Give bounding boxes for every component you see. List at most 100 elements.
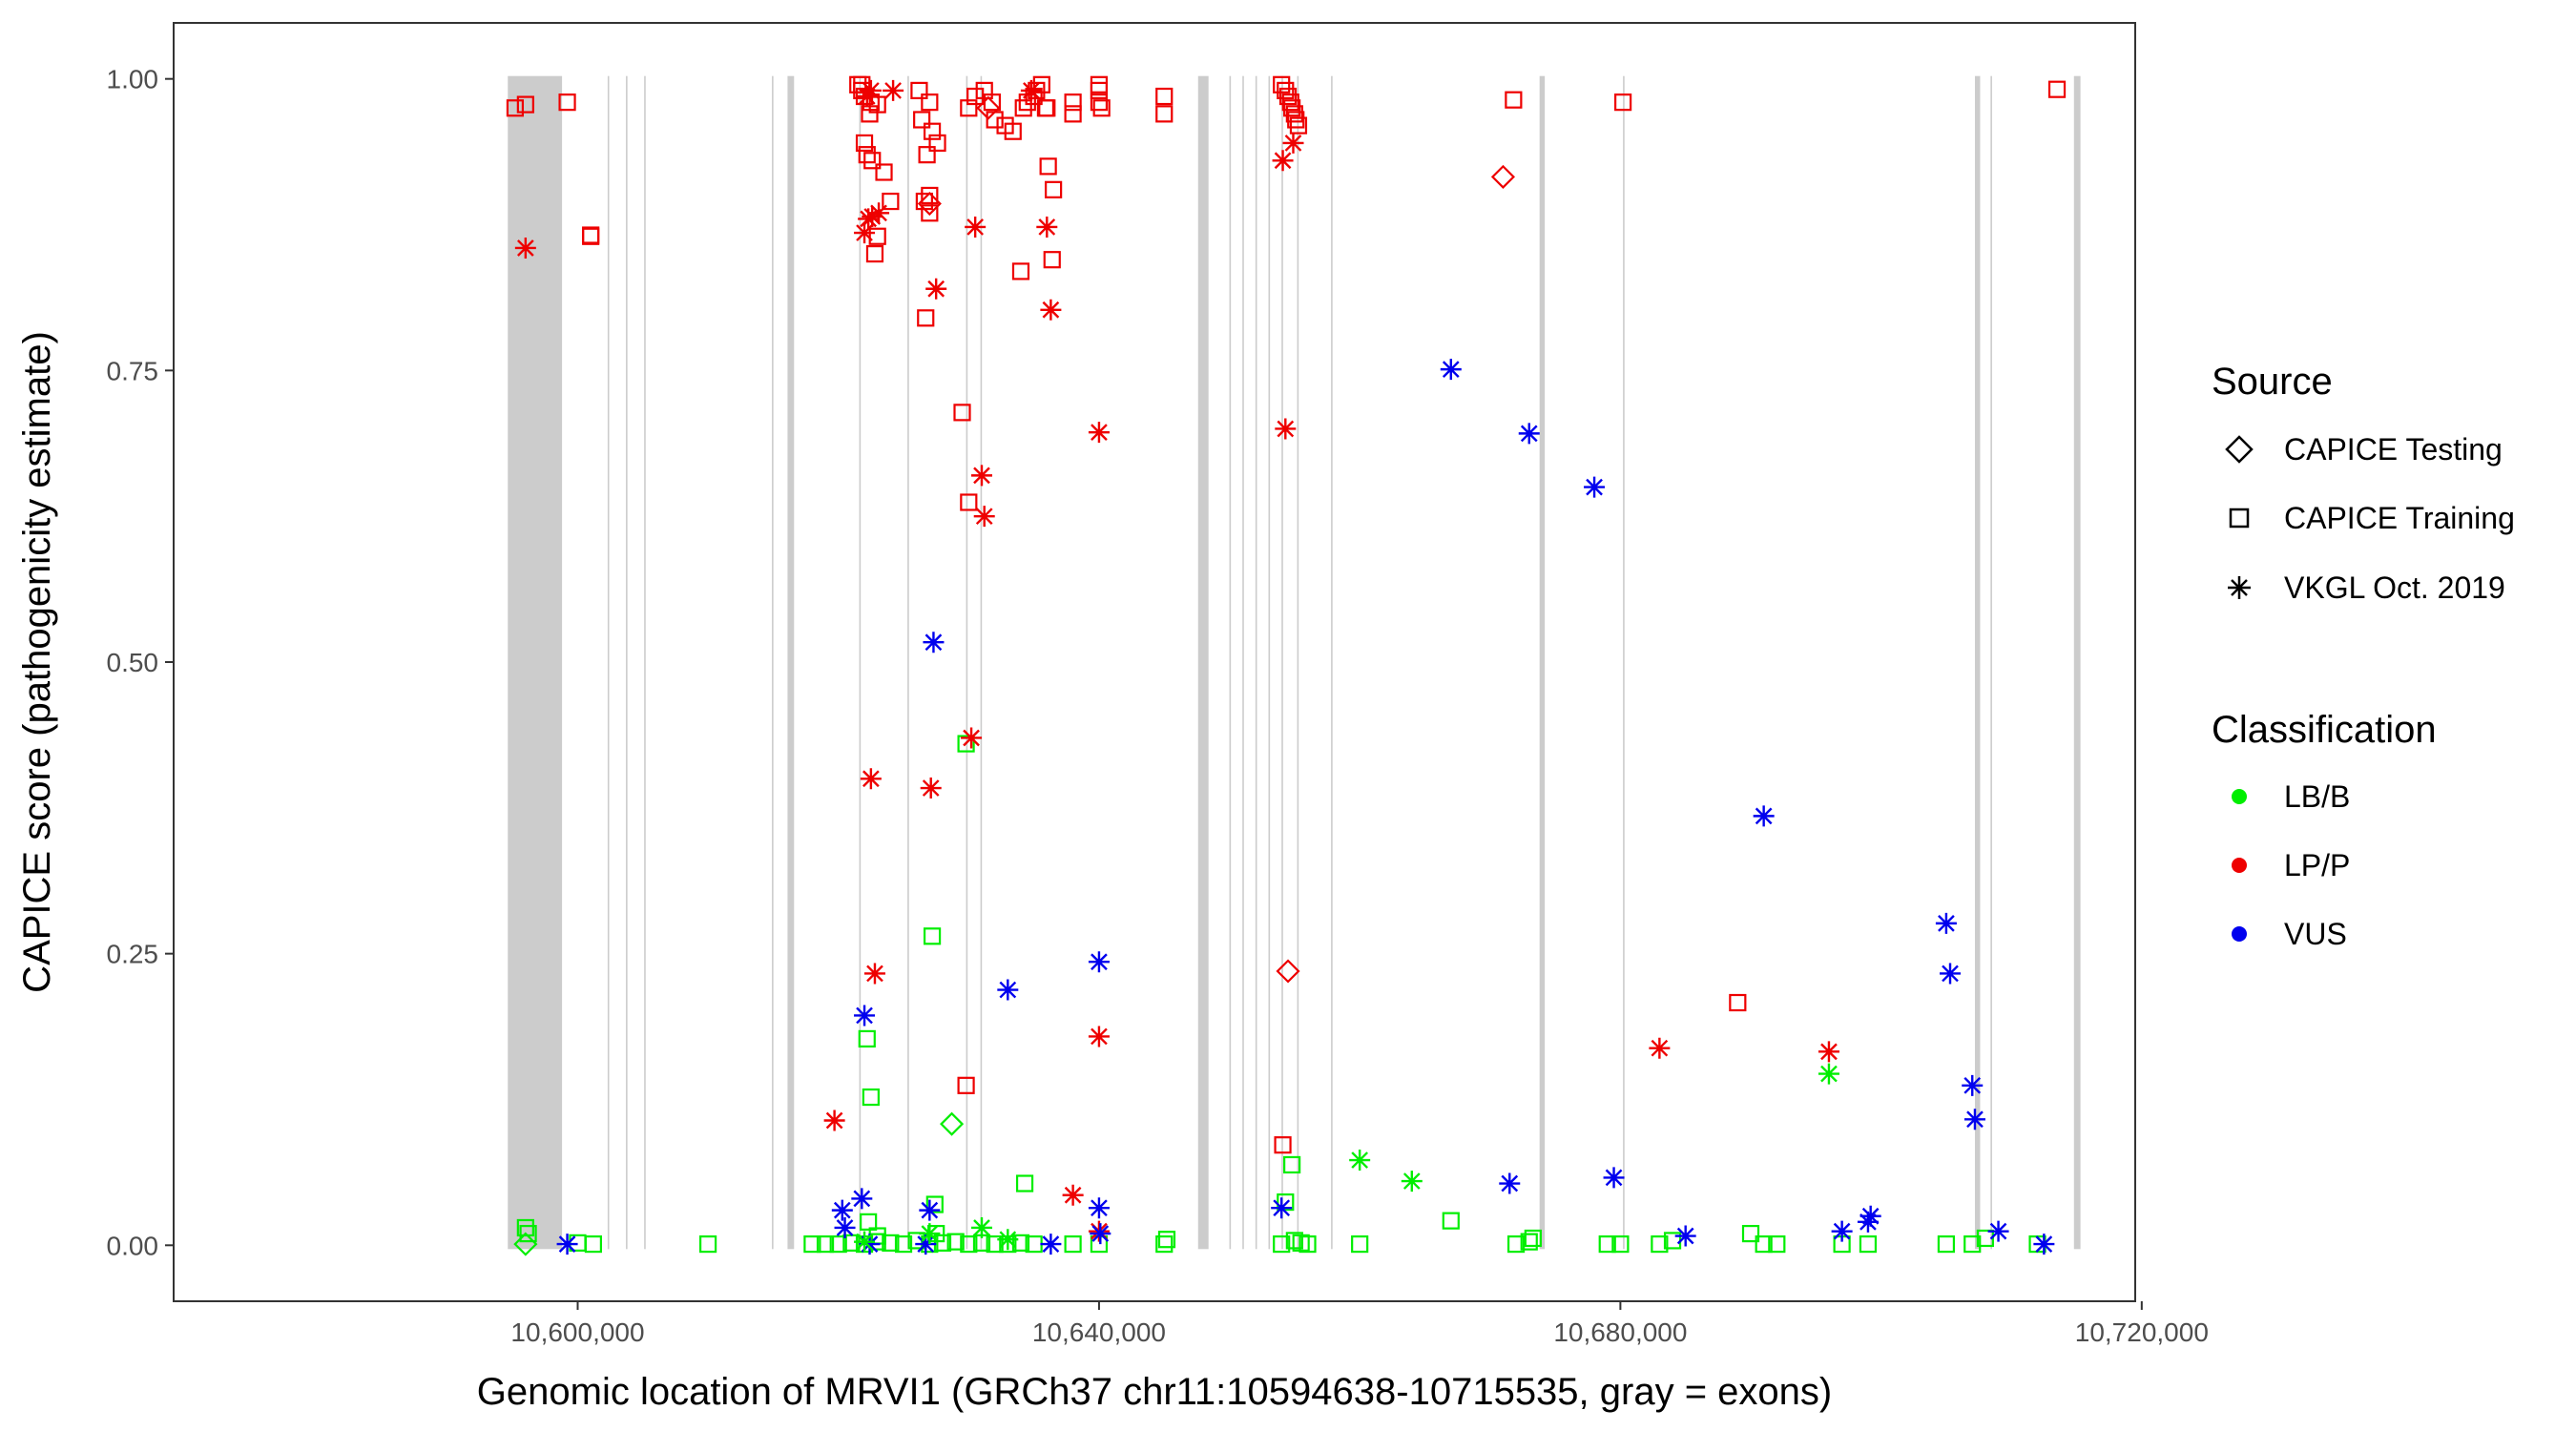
data-point-square: [1155, 1234, 1174, 1254]
data-point-square: [1064, 105, 1082, 123]
data-point-asterisk: [1020, 79, 1042, 101]
data-point-asterisk: [1275, 418, 1297, 440]
data-point-square: [957, 1076, 975, 1094]
data-point-asterisk: [854, 1231, 876, 1253]
data-point-asterisk: [862, 205, 883, 227]
data-point-square: [1283, 1155, 1301, 1174]
data-point-square: [1285, 1232, 1303, 1250]
data-point-square: [516, 95, 534, 114]
data-point-square: [946, 1233, 965, 1251]
data-point-asterisk: [823, 1110, 845, 1131]
data-point-square: [1278, 87, 1298, 106]
x-tick-label: 10,720,000: [2075, 1317, 2209, 1347]
data-point-asterisk: [860, 768, 882, 790]
data-point-square: [1273, 1234, 1291, 1254]
exon-band: [626, 75, 628, 1250]
data-point-asterisk: [834, 1216, 856, 1238]
data-point-diamond: [513, 1232, 538, 1256]
data-point-square: [1043, 251, 1061, 269]
y-tick-label: 0.25: [107, 940, 159, 969]
data-point-square: [966, 87, 985, 106]
data-point-square: [1729, 993, 1747, 1012]
y-tick-label: 0.75: [107, 356, 159, 385]
data-point-square: [960, 493, 978, 511]
legend-classification-title: Classification: [2212, 709, 2437, 751]
data-point-asterisk: [831, 1199, 853, 1221]
data-point-asterisk: [1499, 1172, 1521, 1194]
data-point-asterisk: [1935, 912, 1957, 934]
data-point-asterisk: [1040, 299, 1062, 321]
data-point-square: [953, 404, 971, 422]
data-point-square: [957, 735, 975, 753]
data-point-asterisk: [1962, 1074, 1984, 1096]
exon-band: [508, 75, 563, 1250]
data-point-asterisk: [997, 1229, 1019, 1251]
data-point-asterisk: [860, 79, 882, 101]
legend-source-entry-training: CAPICE Training: [2229, 501, 2515, 535]
data-point-asterisk: [925, 278, 947, 300]
legend: Source CAPICE Testing CAPICE Training VK…: [2212, 361, 2515, 951]
data-point-square: [1155, 105, 1174, 123]
data-point-asterisk: [1603, 1167, 1625, 1189]
data-point-square: [1859, 1234, 1878, 1254]
data-point-asterisk: [1518, 423, 1540, 445]
data-point-square: [584, 1234, 602, 1254]
data-point-asterisk: [1963, 1109, 1985, 1130]
exon-band: [1297, 75, 1299, 1250]
data-point-asterisk: [970, 1216, 992, 1238]
exon-band: [1242, 75, 1244, 1250]
legend-class-entry-lpp: LP/P: [2232, 848, 2350, 882]
data-point-square: [868, 227, 886, 245]
data-point-square: [1298, 1234, 1317, 1254]
data-point-asterisk: [1649, 1037, 1671, 1059]
data-point-asterisk: [997, 979, 1019, 1001]
data-point-asterisk: [1088, 1026, 1110, 1047]
data-point-square: [829, 1234, 847, 1254]
data-point-square: [1520, 1233, 1538, 1251]
data-point-asterisk: [851, 1188, 873, 1210]
blue-dot-legend-key: [2232, 926, 2247, 942]
data-point-square: [1014, 99, 1032, 117]
exon-band: [1229, 75, 1232, 1250]
data-point-square: [506, 99, 525, 117]
y-tick-label: 1.00: [107, 65, 159, 94]
data-point-square: [1015, 1174, 1034, 1192]
data-point-square: [1004, 122, 1022, 140]
legend-label-vkgl: VKGL Oct. 2019: [2284, 570, 2505, 605]
data-point-asterisk: [919, 1199, 941, 1221]
data-point-square: [582, 226, 600, 244]
x-axis-title: Genomic location of MRVI1 (GRCh37 chr11:…: [477, 1371, 1832, 1413]
exon-band: [644, 75, 646, 1250]
green-dot-legend-key: [2232, 789, 2247, 804]
data-point-asterisk: [1401, 1171, 1423, 1192]
data-point-square: [1285, 105, 1303, 123]
data-point-asterisk: [1940, 963, 1962, 985]
data-point-square: [1032, 75, 1050, 93]
data-point-asterisk: [1282, 132, 1304, 154]
data-point-square: [863, 152, 882, 170]
exon-band: [1539, 75, 1546, 1250]
legend-label-capice-testing: CAPICE Testing: [2284, 432, 2503, 467]
data-point-square: [1741, 1224, 1760, 1243]
data-point-asterisk: [1818, 1041, 1839, 1063]
data-point-asterisk: [1349, 1150, 1371, 1172]
data-point-square: [1036, 99, 1055, 117]
data-point-square: [925, 1195, 944, 1213]
data-point-asterisk: [965, 216, 987, 238]
exon-band: [859, 75, 862, 1250]
data-point-asterisk: [1674, 1225, 1696, 1247]
data-point-square: [1289, 116, 1308, 135]
data-point-square: [1292, 1234, 1310, 1252]
exon-band: [907, 75, 909, 1250]
data-point-square: [1611, 1234, 1630, 1254]
data-point-asterisk: [1040, 1234, 1062, 1255]
data-point-square: [913, 111, 931, 129]
data-point-square: [1277, 81, 1295, 100]
y-axis: 0.00 0.25 0.50 0.75 1.00: [107, 65, 174, 1260]
x-tick-label: 10,600,000: [510, 1317, 644, 1347]
data-point-diamond: [1490, 164, 1515, 189]
data-point-square: [1281, 93, 1299, 112]
exon-band: [1990, 75, 1992, 1250]
data-point-square: [960, 1234, 978, 1254]
